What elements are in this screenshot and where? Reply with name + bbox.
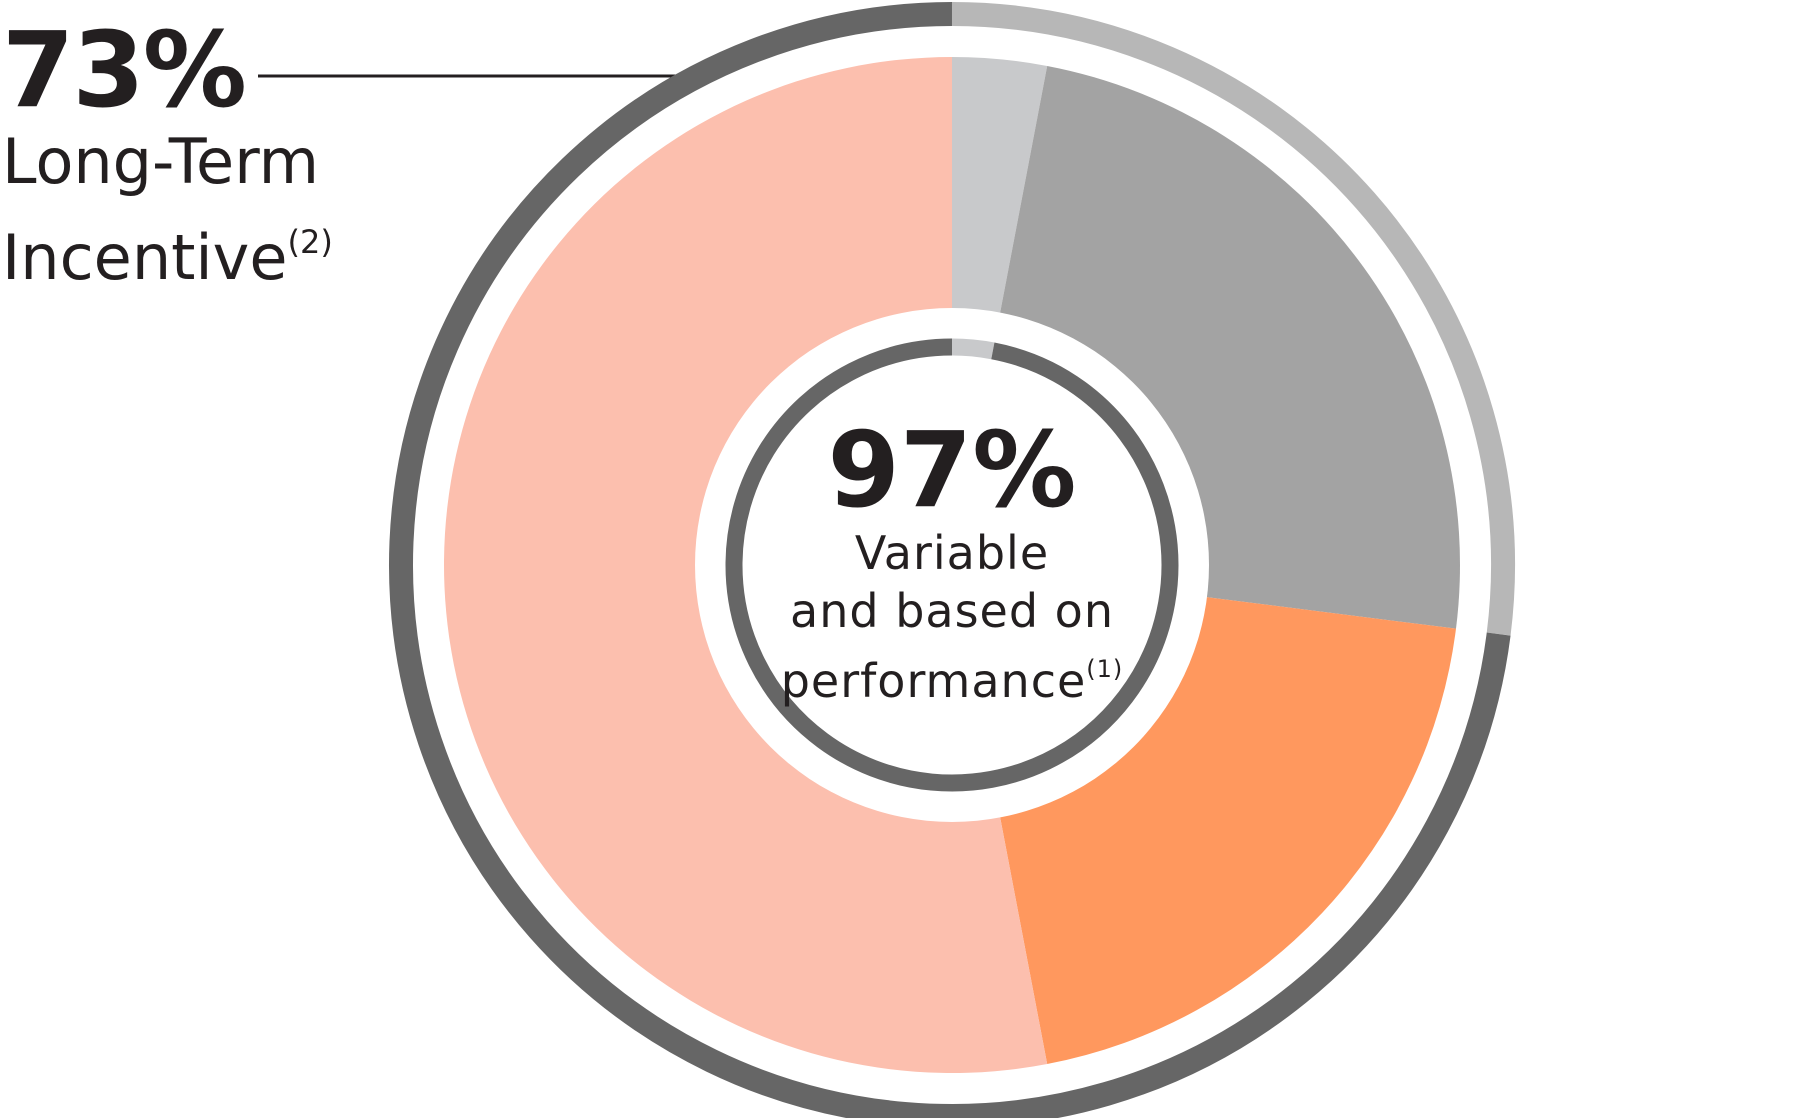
outer-ring-segment-1 [389, 2, 1511, 1118]
callout-label-line1: Long-Term [2, 125, 319, 198]
callout-footnote: (2) [287, 223, 333, 261]
center-hole [695, 308, 1209, 822]
center-label-line3: performance(1) [702, 642, 1202, 708]
center-label-line1: Variable [854, 526, 1050, 580]
center-label-line2: and based on [790, 584, 1114, 638]
long-term-incentive-callout: 73% Long-Term Incentive(2) [2, 18, 333, 298]
callout-percent: 73% [2, 9, 247, 131]
inner-ring-segment-1 [725, 338, 1179, 792]
center-label: 97% Variable and based on performance(1) [702, 418, 1202, 708]
outer-ring-segment-0 [951, 2, 1515, 636]
inner-ring [725, 338, 1179, 792]
center-label-text: performance [780, 654, 1087, 708]
center-footnote: (1) [1086, 655, 1124, 683]
callout-label-line2: Incentive(2) [2, 202, 333, 298]
center-percent: 97% [827, 409, 1077, 531]
outer-ring [389, 2, 1515, 1118]
callout-label-text: Incentive [2, 221, 288, 294]
inner-ring-segment-0 [951, 338, 995, 360]
